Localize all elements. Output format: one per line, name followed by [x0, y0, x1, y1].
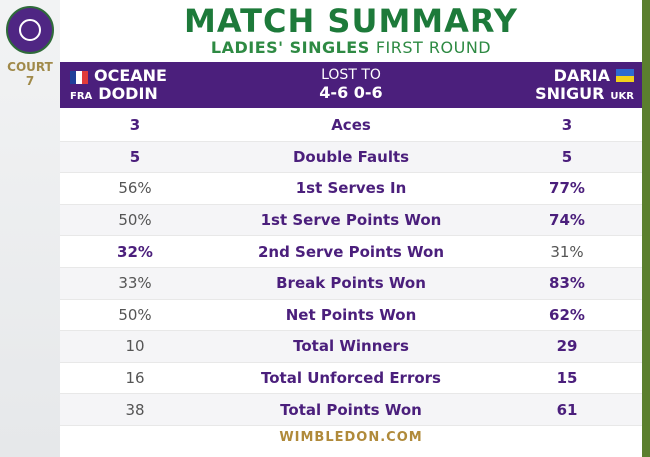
stat-label: Total Winners	[293, 337, 409, 356]
stat-row: 56% 1st Serves In 77%	[60, 173, 642, 205]
player1-first-name: OCEANE	[94, 66, 167, 85]
stat-label: Total Unforced Errors	[261, 369, 441, 388]
stat-row: 32% 2nd Serve Points Won 31%	[60, 236, 642, 268]
left-rail	[0, 0, 60, 457]
result-label: LOST TO	[321, 67, 381, 83]
player2-stat: 83%	[549, 274, 585, 293]
result-score: 4-6 0-6	[319, 83, 383, 102]
player2-stat: 61	[556, 400, 578, 419]
player2-stat: 29	[556, 337, 578, 356]
player2-stat: 62%	[549, 305, 585, 324]
player1-stat: 50%	[118, 305, 152, 324]
player1-stat: 10	[125, 337, 145, 356]
player1-stat: 5	[129, 147, 141, 166]
player2-stat: 15	[556, 369, 578, 388]
player2-country: UKR	[610, 91, 634, 102]
round-name: FIRST ROUND	[375, 38, 492, 57]
stat-row: 5 Double Faults 5	[60, 141, 642, 174]
match-summary-card: MATCH SUMMARY LADIES' SINGLES FIRST ROUN…	[60, 0, 642, 457]
stat-label: 1st Serves In	[295, 179, 407, 198]
court-indicator: COURT 7	[0, 60, 60, 88]
player1-stat: 3	[129, 116, 141, 135]
event-name: LADIES' SINGLES	[210, 38, 370, 57]
players-header: OCEANE FRA DODIN LOST TO 4-6 0-6 DARIA S…	[60, 62, 642, 108]
crossed-rackets-icon	[19, 19, 41, 41]
player1-stat: 50%	[118, 211, 152, 230]
stat-row: 16 Total Unforced Errors 15	[60, 362, 642, 395]
match-result: LOST TO 4-6 0-6	[60, 66, 642, 102]
player2-stat: 31%	[550, 242, 584, 261]
player2-block: DARIA SNIGUR UKR	[535, 67, 634, 103]
stat-row: 50% 1st Serve Points Won 74%	[60, 204, 642, 237]
player1-country: FRA	[70, 91, 93, 102]
footer-website[interactable]: WIMBLEDON.COM	[279, 430, 423, 445]
right-accent-bar	[642, 0, 650, 457]
stat-label: Total Points Won	[280, 400, 422, 419]
stat-label: Aces	[331, 116, 371, 135]
stat-row: 33% Break Points Won 83%	[60, 267, 642, 300]
page-title: MATCH SUMMARY	[184, 2, 518, 40]
stat-label: Double Faults	[292, 147, 410, 166]
event-subtitle: LADIES' SINGLES FIRST ROUND	[60, 38, 642, 57]
player1-last-name: DODIN	[98, 84, 158, 103]
player1-stat: 16	[125, 369, 145, 388]
player1-stat: 33%	[118, 274, 152, 293]
ukraine-flag-icon	[616, 69, 634, 82]
stat-row: 3 Aces 3	[60, 110, 642, 142]
player1-stat: 32%	[117, 242, 153, 261]
stat-label: Break Points Won	[276, 274, 426, 293]
player2-stat: 3	[561, 116, 573, 135]
player2-last-name: SNIGUR	[535, 84, 605, 103]
player2-stat: 74%	[549, 211, 585, 230]
stats-table: 3 Aces 3 5 Double Faults 5 56% 1st Serve…	[60, 110, 642, 426]
stat-row: 50% Net Points Won 62%	[60, 299, 642, 332]
stat-label: Net Points Won	[285, 305, 417, 324]
player2-first-name: DARIA	[553, 66, 610, 85]
player2-stat: 5	[561, 147, 573, 166]
stat-row: 38 Total Points Won 61	[60, 394, 642, 426]
stat-label: 2nd Serve Points Won	[257, 242, 445, 261]
france-flag-icon	[70, 69, 88, 84]
wimbledon-logo-icon	[6, 6, 54, 54]
stat-row: 10 Total Winners 29	[60, 331, 642, 363]
court-label: COURT	[7, 60, 53, 74]
stat-label: 1st Serve Points Won	[260, 211, 442, 230]
player1-block: OCEANE FRA DODIN	[70, 67, 167, 103]
player1-stat: 56%	[118, 179, 152, 198]
court-number: 7	[25, 74, 35, 88]
player1-stat: 38	[125, 400, 145, 419]
player2-stat: 77%	[549, 179, 585, 198]
